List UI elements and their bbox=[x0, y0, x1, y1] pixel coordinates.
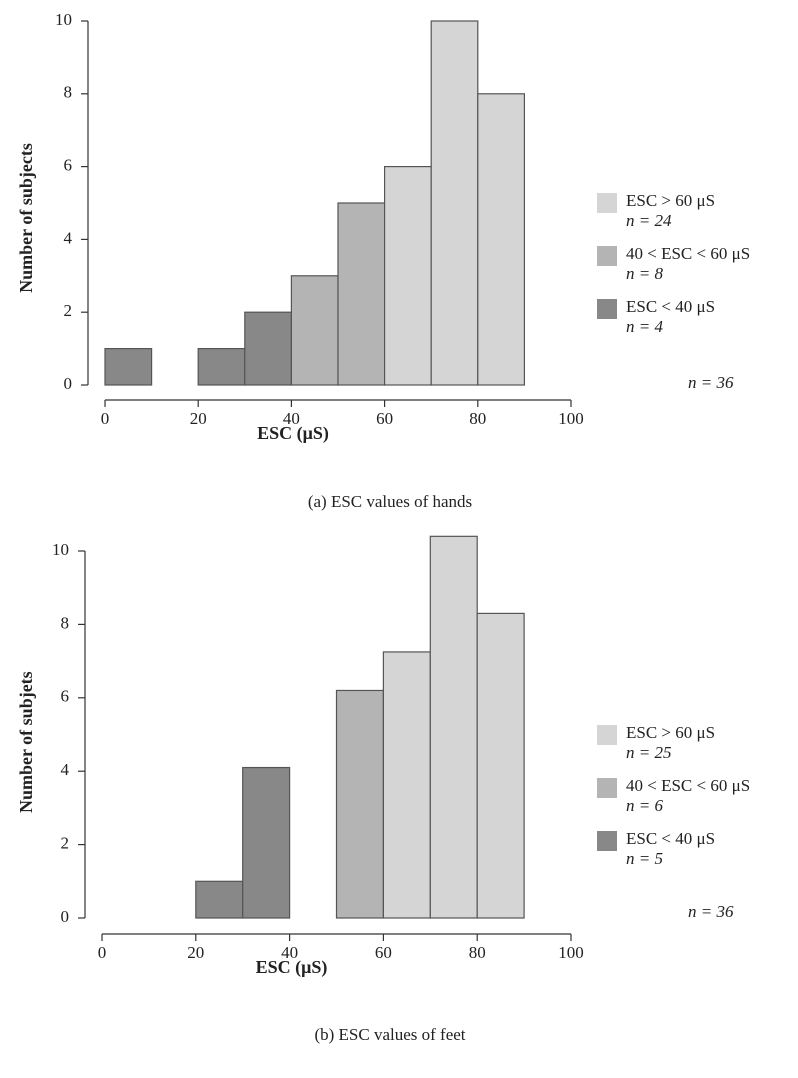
bar bbox=[290, 275, 339, 386]
legend-label: ESC < 40 μS bbox=[626, 297, 715, 316]
bar bbox=[197, 348, 246, 386]
y-tick-label: 10 bbox=[55, 10, 72, 29]
legend-swatch bbox=[597, 299, 617, 319]
bar bbox=[244, 311, 293, 386]
y-tick-label: 2 bbox=[61, 834, 70, 853]
y-tick-label: 6 bbox=[64, 156, 73, 175]
x-tick-label: 40 bbox=[283, 409, 300, 428]
x-tick-label: 100 bbox=[558, 943, 584, 962]
legend-label: ESC > 60 μS bbox=[626, 191, 715, 210]
bar bbox=[337, 202, 386, 386]
x-tick-label: 0 bbox=[101, 409, 110, 428]
legend-label: ESC < 40 μS bbox=[626, 829, 715, 848]
y-tick-label: 8 bbox=[61, 613, 70, 632]
y-tick-label: 8 bbox=[64, 83, 73, 102]
sample-size: n = 36 bbox=[688, 902, 734, 921]
legend-swatch bbox=[597, 246, 617, 266]
bar bbox=[382, 651, 431, 919]
bar bbox=[335, 689, 385, 919]
bar bbox=[242, 766, 291, 919]
x-tick-label: 20 bbox=[190, 409, 207, 428]
bar bbox=[476, 612, 525, 919]
x-tick-label: 80 bbox=[469, 943, 486, 962]
y-tick-label: 10 bbox=[52, 540, 69, 559]
x-tick-label: 20 bbox=[187, 943, 204, 962]
sample-size: n = 36 bbox=[688, 373, 734, 392]
caption: (a) ESC values of hands bbox=[308, 492, 472, 511]
bar bbox=[429, 535, 478, 919]
y-axis-label: Number of subjects bbox=[16, 143, 36, 293]
x-tick-label: 60 bbox=[376, 409, 393, 428]
legend-swatch bbox=[597, 831, 617, 851]
legend-label: 40 < ESC < 60 μS bbox=[626, 244, 750, 263]
x-tick-label: 80 bbox=[469, 409, 486, 428]
legend-count: n = 6 bbox=[626, 796, 663, 815]
x-tick-label: 60 bbox=[375, 943, 392, 962]
caption: (b) ESC values of feet bbox=[314, 1025, 465, 1044]
bar bbox=[104, 348, 153, 386]
bar bbox=[195, 880, 244, 919]
x-axis-label: ESC (μS) bbox=[256, 957, 328, 978]
legend-count: n = 25 bbox=[626, 743, 671, 762]
legend-swatch bbox=[597, 778, 617, 798]
x-tick-label: 40 bbox=[281, 943, 298, 962]
legend-count: n = 5 bbox=[626, 849, 663, 868]
legend-swatch bbox=[597, 725, 617, 745]
y-tick-label: 2 bbox=[64, 301, 73, 320]
legend-label: ESC > 60 μS bbox=[626, 723, 715, 742]
bar bbox=[384, 166, 432, 386]
legend-swatch bbox=[597, 193, 617, 213]
x-axis-label: ESC (μS) bbox=[257, 423, 329, 444]
legend-label: 40 < ESC < 60 μS bbox=[626, 776, 750, 795]
x-tick-label: 100 bbox=[558, 409, 584, 428]
y-tick-label: 6 bbox=[61, 687, 70, 706]
bar bbox=[430, 20, 479, 386]
y-axis-label: Number of subjets bbox=[16, 671, 36, 813]
y-tick-label: 0 bbox=[61, 907, 70, 926]
legend-count: n = 24 bbox=[626, 211, 672, 230]
x-tick-label: 0 bbox=[98, 943, 107, 962]
legend-count: n = 4 bbox=[626, 317, 663, 336]
y-tick-label: 4 bbox=[61, 760, 70, 779]
y-tick-label: 4 bbox=[64, 228, 73, 247]
legend-count: n = 8 bbox=[626, 264, 663, 283]
bar bbox=[477, 93, 525, 386]
y-tick-label: 0 bbox=[64, 374, 73, 393]
